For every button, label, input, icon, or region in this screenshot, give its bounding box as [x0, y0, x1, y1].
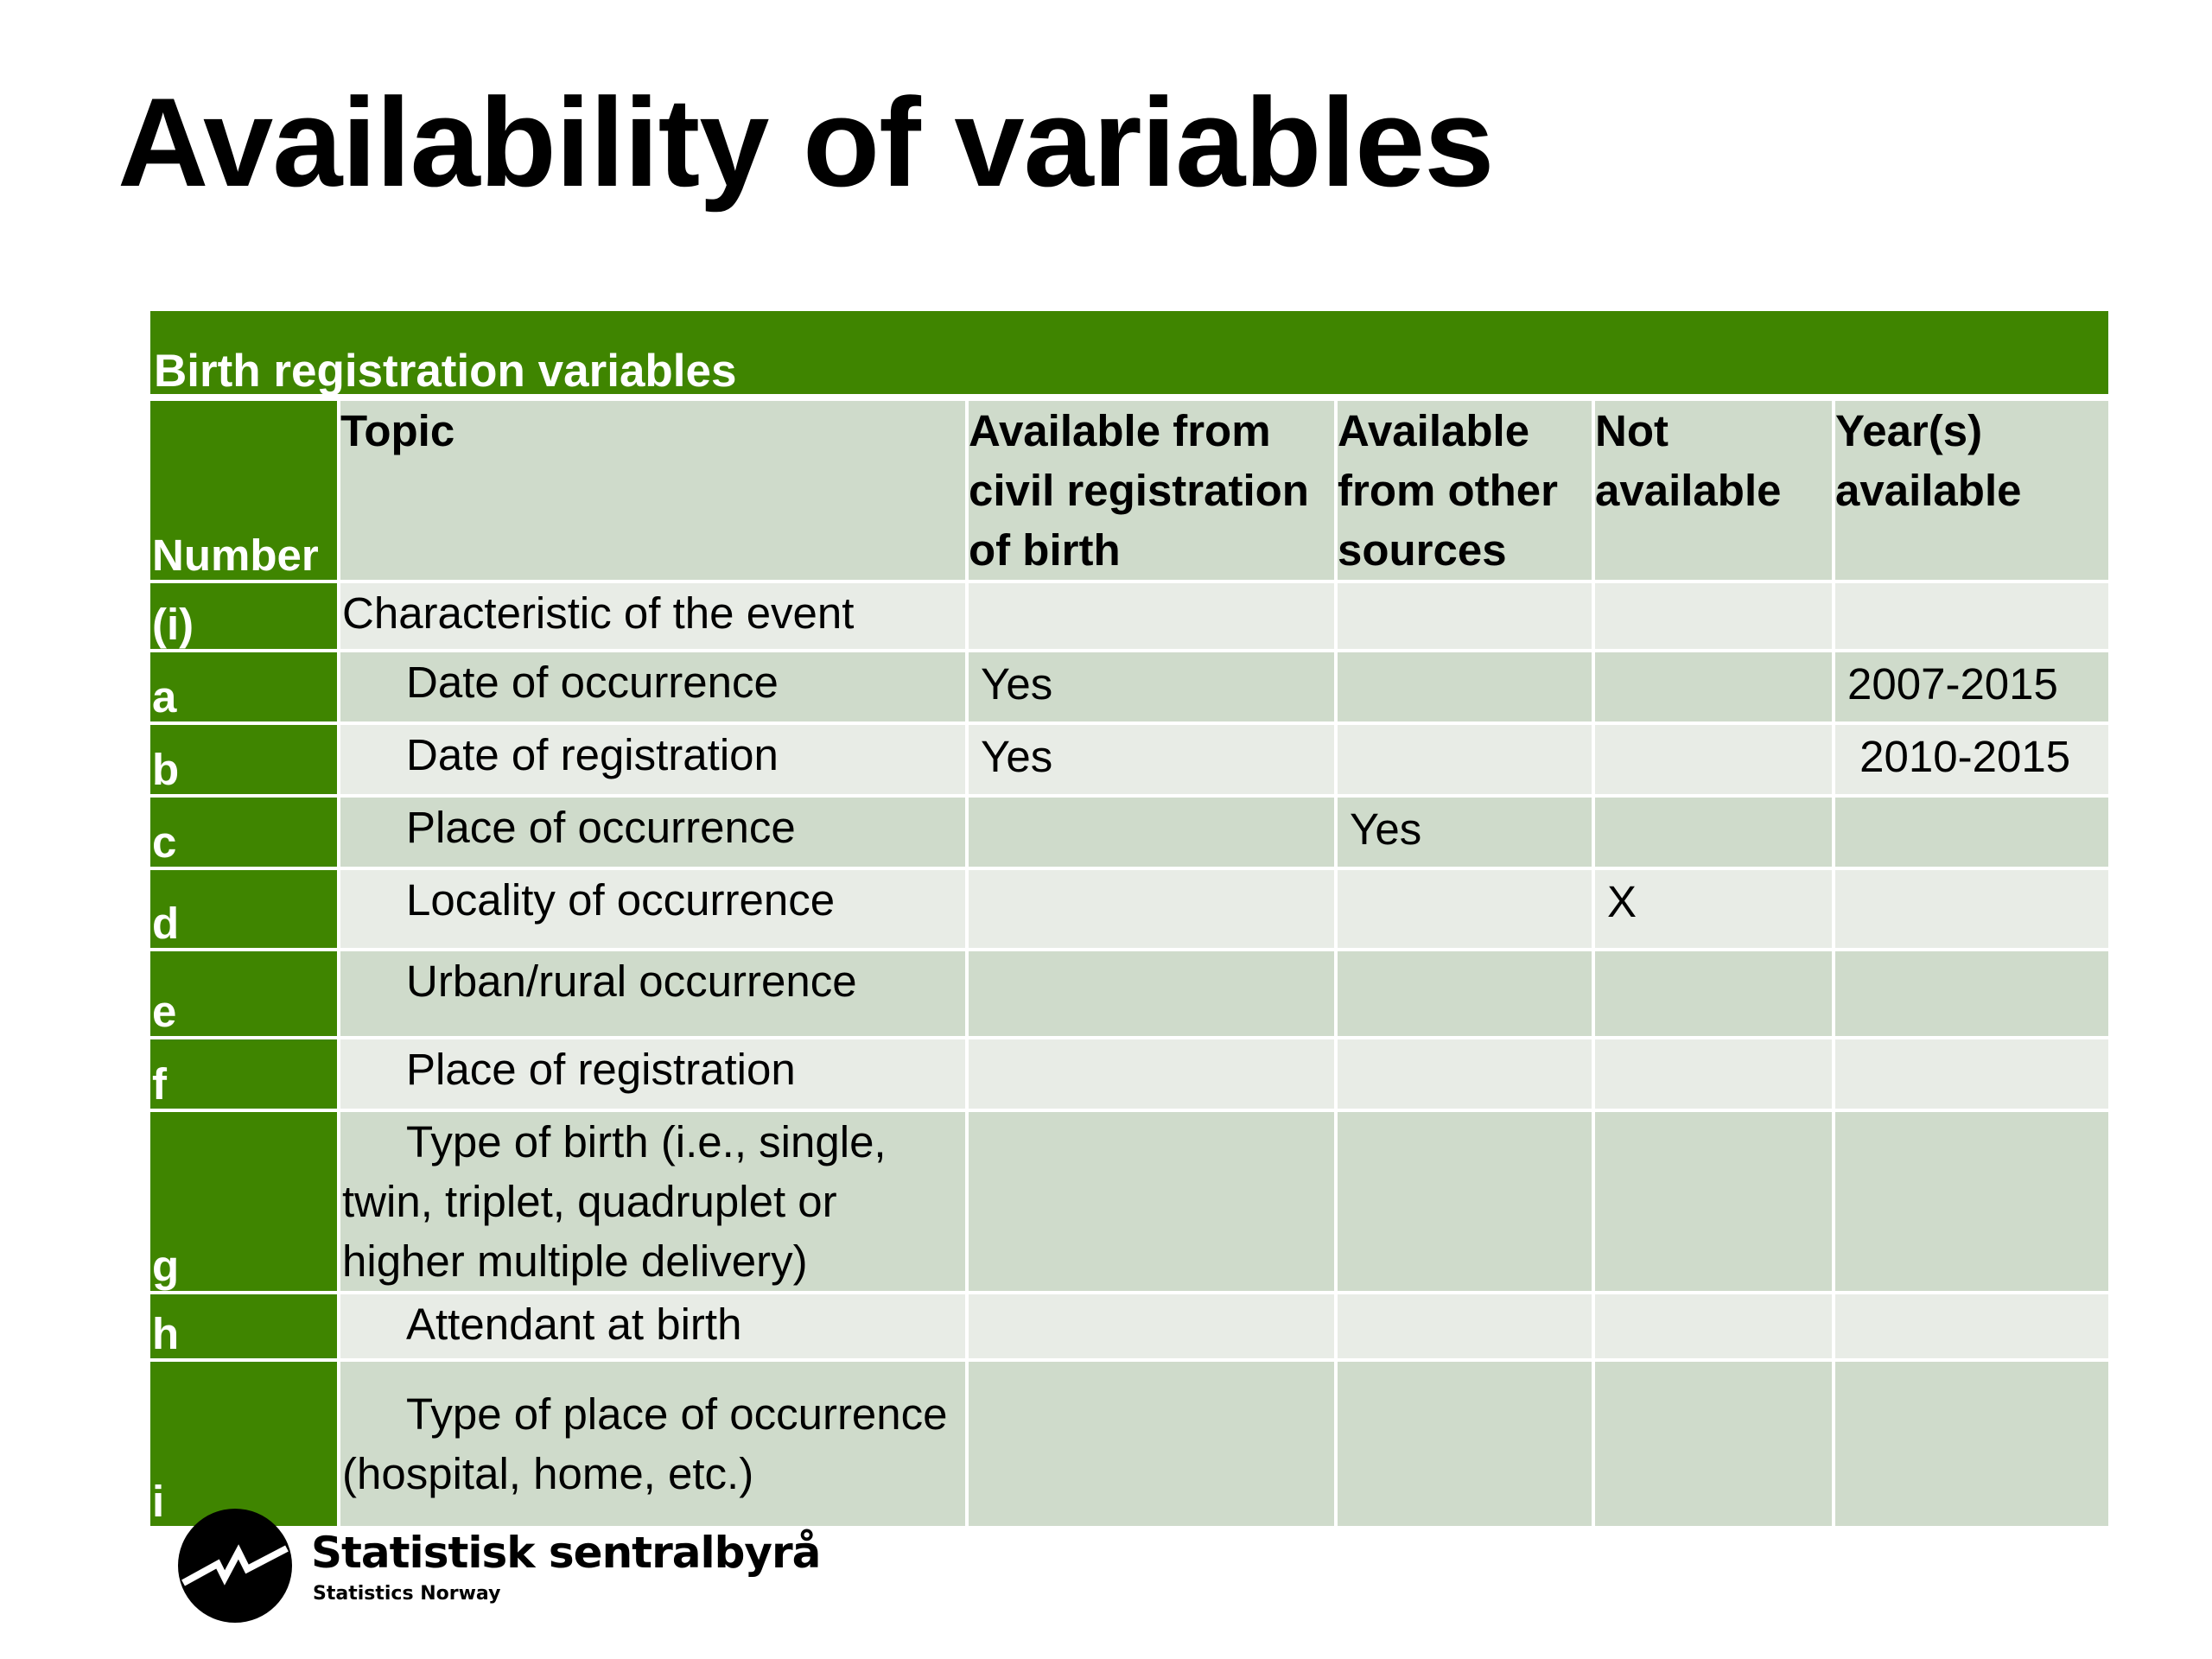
table-caption-bar: Birth registration variables [150, 311, 2108, 394]
cell-not-available [1595, 951, 1835, 1039]
cell-not-available [1595, 652, 1835, 725]
table-row: e Urban/rural occurrence [150, 951, 2108, 1039]
cell-other [1338, 1362, 1595, 1529]
cell-number: f [150, 1039, 340, 1112]
cell-other [1338, 725, 1595, 798]
topic-text: Date of registration [406, 730, 779, 779]
cell-years: 2010-2015 [1835, 725, 2108, 798]
cell-civil [969, 1294, 1338, 1362]
cell-topic: Date of occurrence [340, 652, 969, 725]
table-row: (i) Characteristic of the event [150, 583, 2108, 652]
cell-number: h [150, 1294, 340, 1362]
cell-civil [969, 951, 1338, 1039]
topic-text: Attendant at birth [406, 1300, 742, 1349]
table-row: a Date of occurrence Yes 2007-2015 [150, 652, 2108, 725]
page-title: Availability of variables [118, 72, 1494, 213]
cell-topic: Type of place of occurrence (hospital, h… [340, 1362, 969, 1529]
cell-not-available [1595, 725, 1835, 798]
cell-years [1835, 951, 2108, 1039]
table-row: d Locality of occurrence X [150, 870, 2108, 951]
cell-number: a [150, 652, 340, 725]
column-header-civil: Available from civil registration of bir… [969, 401, 1338, 583]
cell-civil [969, 798, 1338, 870]
cell-not-available [1595, 583, 1835, 652]
table-row: h Attendant at birth [150, 1294, 2108, 1362]
cell-number: i [150, 1362, 340, 1529]
cell-topic: Attendant at birth [340, 1294, 969, 1362]
table-row: c Place of occurrence Yes [150, 798, 2108, 870]
topic-text: Type of place of occurrence (hospital, h… [342, 1389, 948, 1498]
ssb-logo: Statistisk sentralbyrå Statistics Norway [178, 1509, 821, 1630]
cell-years [1835, 1112, 2108, 1294]
cell-civil [969, 1112, 1338, 1294]
cell-years [1835, 798, 2108, 870]
cell-number: c [150, 798, 340, 870]
topic-text: Characteristic of the event [342, 588, 855, 638]
topic-text: Place of occurrence [406, 803, 796, 852]
cell-civil: Yes [969, 725, 1338, 798]
column-header-topic: Topic [340, 401, 969, 583]
table-row: g Type of birth (i.e., single, twin, trip… [150, 1112, 2108, 1294]
logo-name: Statistisk sentralbyrå [311, 1528, 821, 1578]
cell-other [1338, 652, 1595, 725]
cell-topic: Place of registration [340, 1039, 969, 1112]
cell-topic: Type of birth (i.e., single, twin, tripl… [340, 1112, 969, 1294]
cell-civil: Yes [969, 652, 1338, 725]
column-header-number: Number [150, 401, 340, 583]
availability-grid: Number Topic Available from civil regist… [150, 401, 2108, 1529]
table-row: f Place of registration [150, 1039, 2108, 1112]
column-header-years: Year(s) available [1835, 401, 2108, 583]
table-header-row: Number Topic Available from civil regist… [150, 401, 2108, 583]
table-row: i Type of place of occurrence (hospital, … [150, 1362, 2108, 1529]
cell-civil [969, 1039, 1338, 1112]
cell-not-available [1595, 1112, 1835, 1294]
cell-civil [969, 870, 1338, 951]
cell-other [1338, 1039, 1595, 1112]
table-caption: Birth registration variables [154, 346, 737, 397]
table-row: b Date of registration Yes 2010-2015 [150, 725, 2108, 798]
cell-not-available [1595, 1039, 1835, 1112]
cell-civil [969, 1362, 1338, 1529]
cell-topic: Characteristic of the event [340, 583, 969, 652]
topic-text: Locality of occurrence [406, 875, 836, 925]
cell-other [1338, 583, 1595, 652]
topic-text: Place of registration [406, 1045, 796, 1094]
cell-other [1338, 870, 1595, 951]
cell-topic: Date of registration [340, 725, 969, 798]
column-header-other: Available from other sources [1338, 401, 1595, 583]
cell-other [1338, 1112, 1595, 1294]
cell-years [1835, 1294, 2108, 1362]
column-header-not-available: Not available [1595, 401, 1835, 583]
variables-table: Birth registration variables Number Topi… [150, 311, 2108, 1529]
cell-years: 2007-2015 [1835, 652, 2108, 725]
ssb-logo-icon [178, 1509, 292, 1623]
cell-not-available [1595, 1362, 1835, 1529]
logo-subtitle: Statistics Norway [313, 1583, 501, 1605]
cell-topic: Locality of occurrence [340, 870, 969, 951]
cell-not-available: X [1595, 870, 1835, 951]
table-body: (i) Characteristic of the event a Date of o… [150, 583, 2108, 1529]
cell-other [1338, 951, 1595, 1039]
cell-number: b [150, 725, 340, 798]
cell-number: d [150, 870, 340, 951]
cell-other: Yes [1338, 798, 1595, 870]
cell-not-available [1595, 1294, 1835, 1362]
cell-number: (i) [150, 583, 340, 652]
cell-topic: Urban/rural occurrence [340, 951, 969, 1039]
cell-topic: Place of occurrence [340, 798, 969, 870]
cell-years [1835, 1362, 2108, 1529]
cell-years [1835, 583, 2108, 652]
cell-not-available [1595, 798, 1835, 870]
topic-text: Urban/rural occurrence [406, 957, 857, 1006]
cell-number: g [150, 1112, 340, 1294]
cell-civil [969, 583, 1338, 652]
cell-number: e [150, 951, 340, 1039]
cell-years [1835, 870, 2108, 951]
topic-text: Type of birth (i.e., single, twin, tripl… [342, 1117, 887, 1286]
cell-other [1338, 1294, 1595, 1362]
cell-years [1835, 1039, 2108, 1112]
topic-text: Date of occurrence [406, 658, 779, 707]
